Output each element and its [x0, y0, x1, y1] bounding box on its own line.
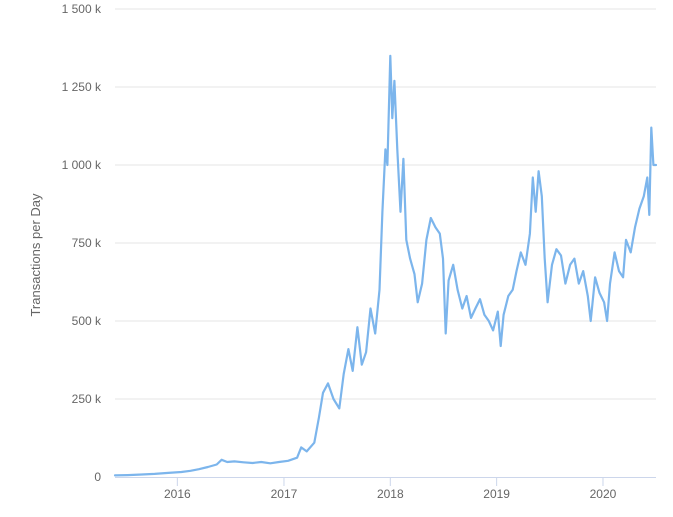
x-tick-label: 2018 [377, 487, 404, 501]
y-tick-label: 1 500 k [62, 2, 102, 16]
y-tick-label: 250 k [72, 392, 102, 406]
y-tick-label: 750 k [72, 236, 102, 250]
x-tick-label: 2017 [271, 487, 298, 501]
y-tick-label: 1 000 k [62, 158, 102, 172]
x-tick-label: 2020 [590, 487, 617, 501]
x-tick-label: 2016 [164, 487, 191, 501]
y-tick-label: 1 250 k [62, 80, 102, 94]
y-tick-label: 0 [94, 470, 101, 484]
x-tick-label: 2019 [483, 487, 510, 501]
series-line [113, 54, 658, 477]
y-tick-label: 500 k [72, 314, 102, 328]
y-axis-label: Transactions per Day [28, 193, 43, 317]
